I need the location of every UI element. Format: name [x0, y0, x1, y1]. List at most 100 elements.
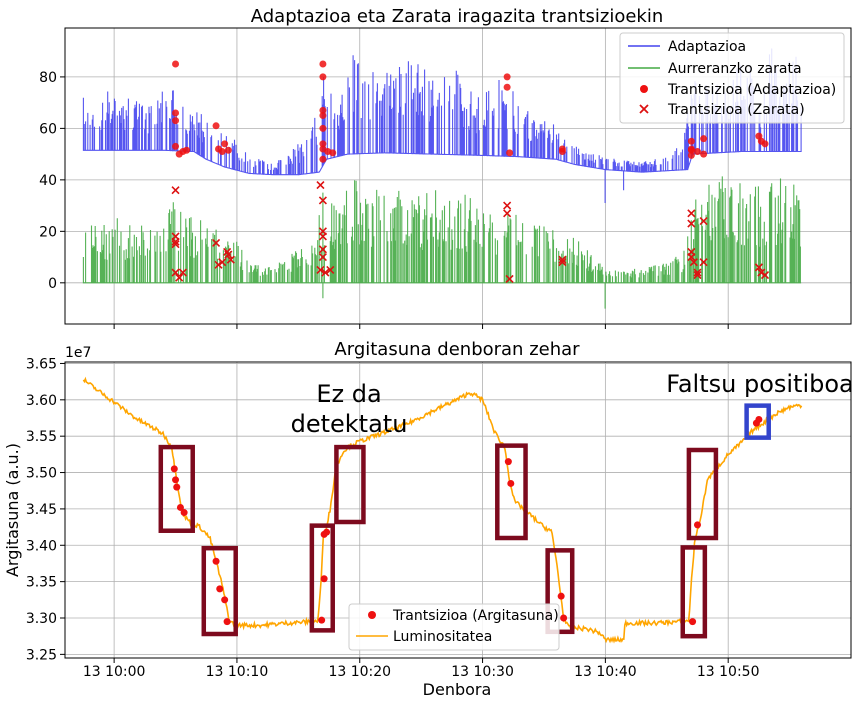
- noise-transition-point: [178, 268, 187, 277]
- luminosity-transition-point: [693, 521, 701, 529]
- noise-transition-point: [316, 180, 325, 190]
- noise-transition-point: [316, 265, 325, 275]
- noise-transition-point: [689, 258, 698, 267]
- adaptation-transition-point: [218, 148, 226, 156]
- adaptation-transition-point: [221, 140, 229, 148]
- noise-transition-point: [503, 201, 512, 210]
- noise-transition-point: [687, 253, 696, 262]
- adaptation-transition-point: [503, 83, 511, 91]
- noise-transition-point: [693, 271, 702, 280]
- noise-transition-point: [699, 258, 708, 267]
- y-scale-label: 1e7: [65, 345, 91, 361]
- detected-transition-box: [680, 545, 708, 639]
- legend-zarata-marker: [639, 104, 649, 114]
- noise-transition-point: [318, 253, 327, 262]
- bottom-panel: Argitasuna denboran zehar 1e7 3.25 3.30 3.…: [3, 339, 854, 699]
- luminosity-transition-point: [318, 616, 326, 624]
- adaptation-transition-point: [212, 122, 220, 130]
- legend-luminositatea: Luminositatea: [393, 629, 492, 645]
- bottom-legend: Trantsizioa (Argitasuna) Luminositatea: [348, 603, 560, 651]
- legend-argitasuna-marker: [368, 611, 376, 619]
- x-tick-label: 13 10:40: [574, 664, 637, 680]
- y-tick-label: 40: [39, 173, 57, 189]
- top-legend-box: [619, 32, 845, 124]
- x-axis-label: Denbora: [423, 680, 492, 699]
- y-tick-label: 3.25: [26, 647, 57, 663]
- y-tick-label: 3.65: [26, 356, 57, 372]
- adaptation-transition-point: [693, 148, 701, 156]
- luminosity-transition-point: [323, 528, 331, 536]
- top-markers: [171, 60, 770, 284]
- luminosity-transition-point: [507, 479, 515, 487]
- noise-transition-point: [171, 186, 180, 195]
- x-tick-label: 13 10:50: [697, 664, 760, 680]
- bottom-plot-frame: [64, 361, 852, 659]
- adaptation-transition-point: [319, 73, 327, 81]
- adaptazioa-line: [82, 48, 802, 203]
- top-x-ticks: [113, 324, 729, 329]
- x-tick-label: 13 10:20: [328, 664, 391, 680]
- detected-transition-box: [495, 443, 528, 541]
- y-tick-label: 3.45: [26, 502, 57, 518]
- top-panel: Adaptazioa eta Zarata iragazita trantsiz…: [39, 6, 852, 329]
- adaptation-transition-point: [172, 142, 180, 150]
- noise-transition-point: [326, 265, 335, 275]
- noise-transition-point: [503, 209, 512, 218]
- adaptation-transition-point: [183, 146, 191, 154]
- noise-transition-point: [224, 250, 233, 259]
- legend-aurreranzko-zarata: Aurreranzko zarata: [668, 61, 802, 77]
- legend-adaptazioa: Adaptazioa: [668, 39, 746, 55]
- luminosity-transition-point: [755, 415, 763, 423]
- noise-transition-point: [218, 258, 227, 267]
- adaptation-transition-point: [172, 117, 180, 125]
- top-plot-frame: [64, 27, 852, 325]
- noise-transition-point: [754, 263, 763, 272]
- adaptation-transition-point: [503, 73, 511, 81]
- bottom-chart-title: Argitasuna denboran zehar: [334, 339, 580, 360]
- y-tick-label: 3.30: [26, 611, 57, 627]
- detected-transition-box: [309, 523, 335, 633]
- luminosity-transition-point: [557, 592, 565, 600]
- luminosity-transition-point: [221, 596, 229, 604]
- detected-transition-box: [334, 444, 366, 525]
- bottom-boxes: [158, 403, 771, 639]
- y-tick-label: 0: [48, 276, 57, 292]
- adaptation-transition-point: [319, 106, 327, 114]
- bottom-x-ticks: 13 10:00 13 10:10 13 10:20 13 10:30 13 10:40…: [83, 658, 760, 680]
- detected-transition-box: [158, 444, 195, 533]
- top-legend: Adaptazioa Aurreranzko zarata Trantsizio…: [619, 32, 845, 124]
- x-tick-label: 13 10:10: [206, 664, 269, 680]
- noise-transition-point: [171, 268, 180, 277]
- adaptation-transition-point: [558, 148, 566, 156]
- adaptation-transition-point: [319, 155, 327, 163]
- noise-transition-point: [226, 255, 235, 264]
- adaptation-transition-point: [761, 140, 769, 148]
- adaptation-transition-point: [319, 140, 327, 148]
- bottom-y-ticks: 3.25 3.30 3.35 3.40 3.45 3.50 3.55 3.60 3.65: [26, 356, 65, 663]
- noise-transition-point: [321, 268, 330, 277]
- noise-transition-point: [171, 237, 180, 246]
- noise-transition-point: [687, 209, 696, 218]
- x-tick-label: 13 10:30: [451, 664, 514, 680]
- y-tick-label: 3.35: [26, 575, 57, 591]
- aurreranzko-zarata-line: [82, 176, 802, 309]
- noise-transition-point: [699, 216, 708, 226]
- luminosity-transition-point: [172, 476, 180, 484]
- annotation-ez-da: Ez da: [316, 380, 381, 408]
- adaptation-transition-point: [172, 60, 180, 68]
- adaptation-transition-point: [687, 146, 695, 154]
- x-tick-label: 13 10:00: [83, 664, 146, 680]
- annotation-detektatu: detektatu: [291, 410, 408, 438]
- y-tick-label: 20: [39, 224, 57, 240]
- noise-transition-point: [760, 271, 770, 280]
- y-axis-label: Argitasuna (a.u.): [3, 443, 22, 577]
- luminosity-transition-point: [504, 458, 512, 466]
- y-tick-label: 80: [39, 70, 57, 86]
- luminosity-transition-point: [180, 509, 188, 517]
- y-tick-label: 3.40: [26, 538, 57, 554]
- adaptation-transition-point: [506, 149, 514, 157]
- noise-transition-point: [318, 232, 327, 241]
- y-tick-label: 3.50: [26, 466, 57, 482]
- luminosity-transition-point: [176, 503, 184, 511]
